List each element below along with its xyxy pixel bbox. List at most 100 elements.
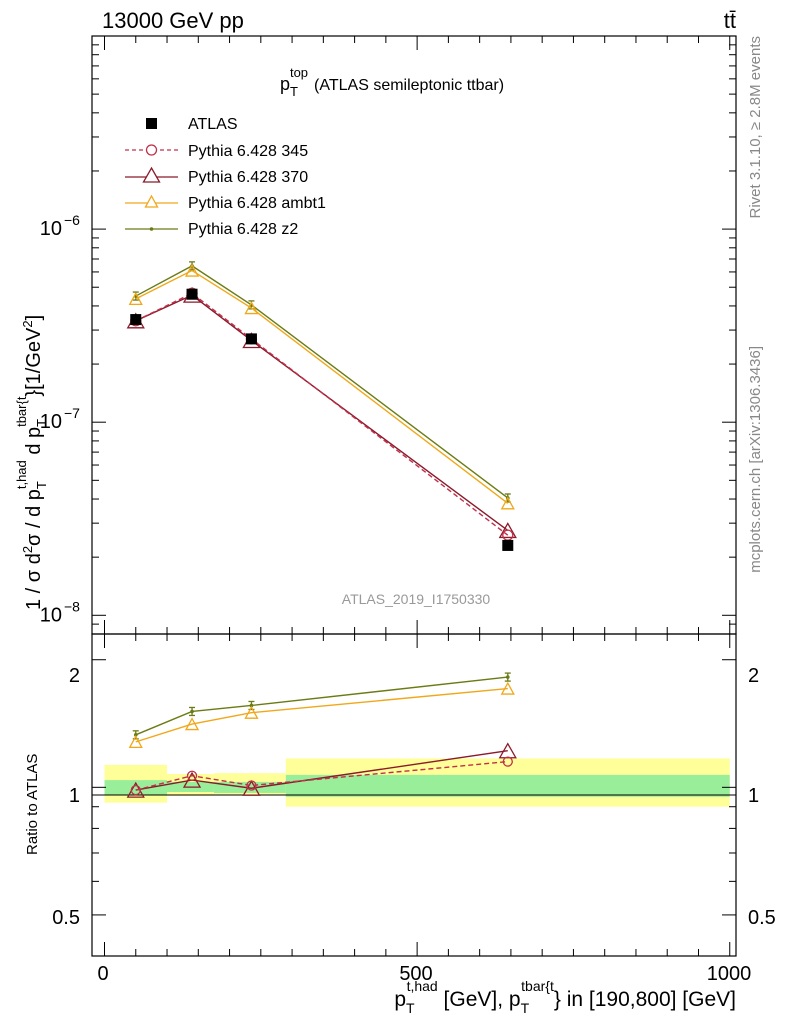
title-sub: T (290, 84, 298, 99)
data-point (128, 735, 143, 749)
header-process: tt̄ (724, 8, 736, 33)
ytick-base: 10 (40, 411, 62, 433)
ylabel-sub1: T (34, 481, 49, 489)
legend-marker-atlas (146, 118, 157, 129)
ratio-ytick-label-right: 1 (748, 785, 759, 807)
data-point (186, 770, 198, 781)
ratio-series (126, 672, 517, 798)
ratio-ytick-label-right: 2 (748, 665, 759, 687)
data-point (244, 301, 259, 315)
header-energy: 13000 GeV pp (102, 8, 244, 33)
ylabel-sup2: tbar{t (14, 396, 29, 427)
data-point (244, 705, 259, 719)
legend-entry-atlas: ATLAS (146, 116, 238, 133)
main-ytick-label: 10 (40, 218, 62, 240)
xlabel-sub1: T (406, 1000, 415, 1016)
main-ytick-label: 10 (40, 411, 62, 433)
data-point (500, 496, 515, 510)
stat-uncertainty-band (285, 774, 730, 797)
ratio-series-line (135, 750, 508, 791)
series-line (135, 265, 509, 499)
legend-label-atlas: ATLAS (188, 116, 238, 133)
data-point (128, 292, 143, 306)
ratio-ytick-label-left: 0.5 (52, 907, 80, 929)
legend-entry-ambt1: Pythia 6.428 ambt1 (125, 194, 326, 212)
legend-label-ambt1: Pythia 6.428 ambt1 (188, 195, 326, 212)
xlabel-end: } in [190,800] [GeV] (554, 988, 736, 1011)
data-point (502, 756, 513, 767)
data-point (184, 263, 200, 277)
xlabel-p1: p (394, 988, 406, 1011)
ylabel-b: σ / d p (23, 489, 45, 546)
legend-label-345: Pythia 6.428 345 (188, 143, 308, 160)
ytick-base: 10 (40, 604, 62, 626)
data-point (245, 333, 257, 345)
x-axis-label: pTt,had [GeV], pTtbar{t} in [190,800] [G… (394, 978, 736, 1016)
mcplots-label: mcplots.cern.ch [arXiv:1306.3436] (747, 346, 764, 573)
legend-marker-z2 (149, 227, 154, 231)
ylabel-e: ] (23, 315, 45, 321)
ratio-ytick-label-left: 1 (69, 785, 80, 807)
legend-label-z2: Pythia 6.428 z2 (188, 221, 298, 238)
xlabel-mid: [GeV], p (438, 988, 521, 1011)
main-ytick-exponent: −8 (64, 598, 80, 614)
legend-entry-370: Pythia 6.428 370 (125, 166, 308, 186)
data-point (498, 742, 517, 759)
ratio-ytick-label-right: 0.5 (748, 907, 776, 929)
main-panel: 10−810−710−6 pTtop(ATLAS semileptonic tt… (14, 35, 737, 635)
main-ticks (92, 35, 736, 635)
xlabel-sub2: T (521, 1000, 530, 1016)
data-point (184, 717, 200, 731)
main-ytick-label: 10 (40, 604, 62, 626)
legend-marker-370 (142, 166, 161, 183)
series-line (135, 269, 509, 504)
data-point (502, 539, 514, 551)
stat-uncertainty-band (104, 780, 168, 795)
xtick-label: 500 (399, 963, 432, 985)
ylabel-sup1: t,had (14, 460, 29, 489)
analysis-watermark: ATLAS_2019_I1750330 (342, 591, 491, 607)
legend-label-370: Pythia 6.428 370 (188, 169, 308, 186)
rivet-label: Rivet 3.1.10, ≥ 2.8M events (747, 36, 764, 219)
xtick-label: 1000 (707, 963, 752, 985)
title-sup: top (290, 65, 308, 80)
main-series (126, 261, 517, 551)
ylabel-sq1: 2 (20, 546, 35, 553)
ratio-bands (104, 758, 730, 807)
ratio-y-axis-label: Ratio to ATLAS (24, 754, 41, 855)
ratio-series-line (135, 760, 508, 791)
xtick-label: 0 (97, 963, 108, 985)
ratio-panel: 0.5 1 2 0.5 1 2 0 500 1000 Ratio to ATLA… (24, 633, 776, 1016)
data-point (182, 771, 202, 788)
title-p: p (280, 74, 290, 94)
ratio-frame (91, 633, 737, 957)
plot-title: pTtop (ATLAS semileptonic ttbar) (280, 65, 504, 99)
legend-entry-345: Pythia 6.428 345 (125, 143, 308, 160)
legend-marker-345 (145, 144, 158, 156)
data-point (498, 522, 517, 539)
series-line (135, 292, 509, 536)
main-ytick-exponent: −6 (64, 212, 80, 228)
legend: ATLAS Pythia 6.428 345 Pythia 6.428 370 … (125, 116, 326, 238)
legend-entry-z2: Pythia 6.428 z2 (125, 221, 298, 238)
ratio-ticks (92, 634, 736, 957)
series-line (135, 294, 509, 532)
data-point (246, 780, 257, 791)
ylabel-sub2: T (34, 419, 49, 427)
legend-marker-ambt1 (144, 194, 159, 208)
main-y-tick-labels: 10−810−710−6 (40, 212, 80, 626)
xlabel-sup2: tbar{t (521, 978, 554, 994)
title-rest: (ATLAS semileptonic ttbar) (314, 77, 504, 94)
ratio-y-tick-labels: 0.5 1 2 0.5 1 2 (52, 665, 776, 929)
ylabel-c: d p (23, 427, 45, 460)
ratio-series-line (135, 676, 508, 736)
data-point (130, 784, 141, 796)
data-point (186, 288, 198, 300)
ratio-x-tick-labels: 0 500 1000 (97, 963, 751, 985)
ylabel-a: 1 / σ d (23, 553, 45, 610)
xlabel-sup1: t,had (407, 978, 438, 994)
ylabel-d: }[1/GeV (23, 327, 45, 397)
main-y-axis-label: 1 / σ d2σ / d pTt,had d pTtbar{t}[1/GeV2… (14, 315, 49, 610)
ytick-base: 10 (40, 218, 62, 240)
